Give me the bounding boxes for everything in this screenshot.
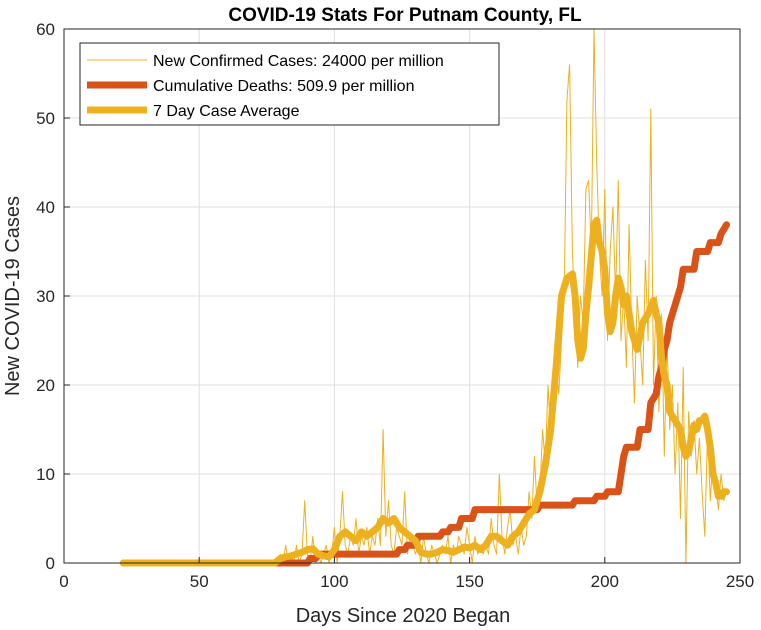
x-tick-label: 0 xyxy=(59,572,68,591)
legend-label-7-day-average: 7 Day Case Average xyxy=(153,103,300,120)
series-new-confirmed-cases xyxy=(123,28,727,564)
axis-ticks: 0 50 100 150 200 250 0 10 20 30 40 50 60 xyxy=(36,20,754,591)
y-tick-label: 40 xyxy=(36,198,55,217)
series-cumulative-deaths xyxy=(120,221,730,567)
x-tick-label: 100 xyxy=(320,572,348,591)
series-layer xyxy=(120,28,730,567)
series-7-day-case-average xyxy=(120,216,730,567)
legend: New Confirmed Cases: 24000 per million C… xyxy=(79,42,500,126)
y-tick-label: 0 xyxy=(46,554,55,573)
chart-title: COVID-19 Stats For Putnam County, FL xyxy=(228,5,582,26)
x-tick-label: 50 xyxy=(190,572,209,591)
y-tick-label: 10 xyxy=(36,465,55,484)
x-tick-label: 200 xyxy=(591,572,619,591)
legend-box xyxy=(79,42,500,126)
y-tick-label: 20 xyxy=(36,376,55,395)
y-tick-label: 50 xyxy=(36,109,55,128)
x-tick-label: 250 xyxy=(726,572,754,591)
y-axis-label: New COVID-19 Cases xyxy=(2,196,24,396)
legend-label-new-cases: New Confirmed Cases: 24000 per million xyxy=(153,53,444,70)
y-tick-label: 60 xyxy=(36,20,55,39)
y-tick-label: 30 xyxy=(36,287,55,306)
legend-label-cumulative-deaths: Cumulative Deaths: 509.9 per million xyxy=(153,78,414,95)
x-axis-label: Days Since 2020 Began xyxy=(296,605,511,627)
x-tick-label: 150 xyxy=(455,572,483,591)
